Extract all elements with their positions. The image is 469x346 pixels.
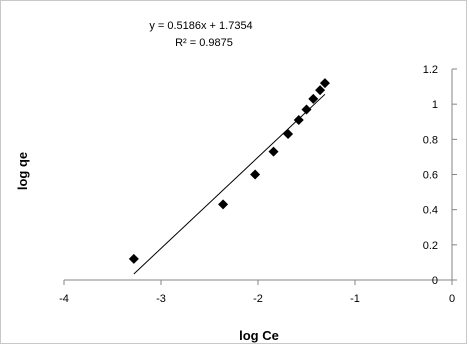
- x-tick-label: -3: [156, 293, 166, 305]
- x-tick-label: -1: [350, 293, 360, 305]
- y-axis-title: log qe: [15, 152, 30, 190]
- data-point: [218, 199, 229, 210]
- trendline-equation: y = 0.5186x + 1.7354: [149, 20, 252, 32]
- data-point: [293, 114, 304, 125]
- ticks: -4 -3 -2 -1 00 0.2 0.4 0.6 0.8 1 1.2: [59, 64, 457, 305]
- data-point: [319, 78, 330, 89]
- data-points: [128, 78, 330, 264]
- trendline-group: [133, 93, 326, 275]
- data-point: [308, 93, 319, 104]
- y-tick-label: 0.2: [423, 240, 438, 252]
- r-squared-label: R² = 0.9875: [175, 37, 233, 49]
- y-tick-label: 0.8: [423, 134, 438, 146]
- x-tick-label: -4: [59, 293, 69, 305]
- y-tick-label: 1.2: [423, 64, 438, 76]
- data-point: [128, 253, 139, 264]
- data-point: [283, 129, 294, 140]
- data-point: [250, 169, 261, 180]
- y-tick-label: 1: [432, 99, 438, 111]
- data-point: [268, 146, 279, 157]
- data-point: [315, 85, 326, 96]
- x-axis-title: log Ce: [239, 328, 279, 343]
- x-tick-label: -2: [253, 293, 263, 305]
- y-tick-label: 0.4: [423, 205, 438, 217]
- x-tick-label: 0: [449, 293, 455, 305]
- y-tick-label: 0: [432, 275, 438, 287]
- trendline: [133, 93, 326, 275]
- y-tick-label: 0.6: [423, 170, 438, 182]
- data-point: [301, 104, 312, 115]
